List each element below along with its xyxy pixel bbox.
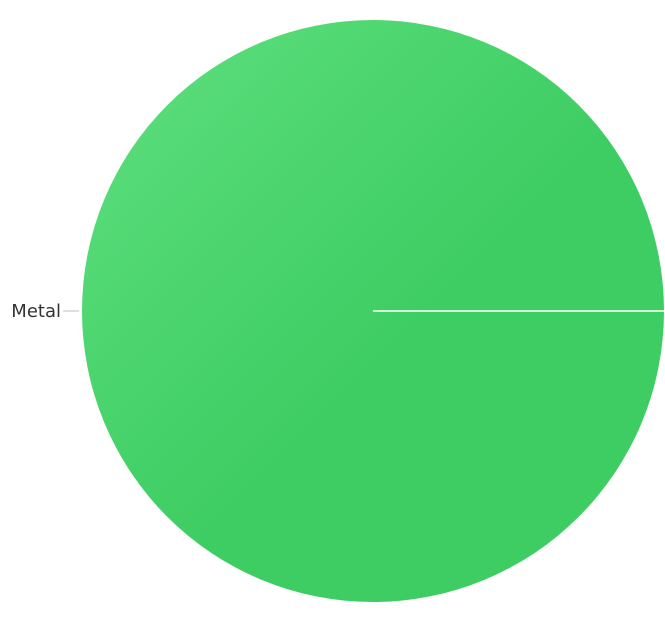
slices-layer <box>82 20 664 602</box>
slice-label: Metal <box>11 301 61 322</box>
labels-layer: Metal <box>11 301 79 322</box>
